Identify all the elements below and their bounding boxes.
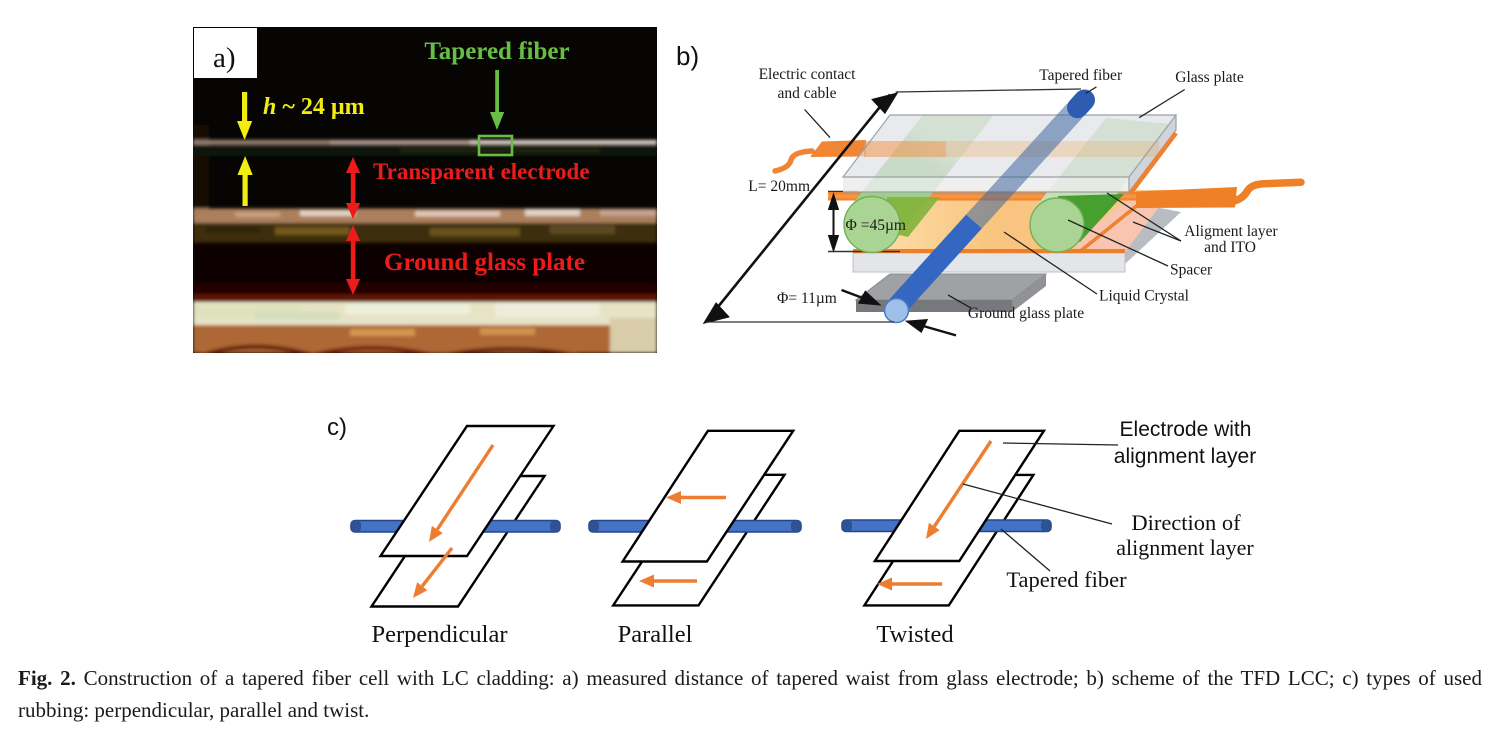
svg-text:Ground glass plate: Ground glass plate xyxy=(384,249,585,276)
svg-text:alignment layer: alignment layer xyxy=(1114,445,1256,468)
svg-text:Parallel: Parallel xyxy=(618,621,693,648)
svg-text:Ground glass plate: Ground glass plate xyxy=(968,305,1084,322)
svg-text:c): c) xyxy=(327,414,347,441)
svg-text:Twisted: Twisted xyxy=(876,621,953,648)
svg-text:Electrode with: Electrode with xyxy=(1120,418,1252,441)
svg-text:Tapered fiber: Tapered fiber xyxy=(1039,67,1123,84)
svg-text:Direction of: Direction of xyxy=(1131,510,1241,535)
svg-text:Aligment layer: Aligment layer xyxy=(1184,223,1278,240)
svg-text:Perpendicular: Perpendicular xyxy=(371,621,507,648)
svg-text:Spacer: Spacer xyxy=(1170,262,1213,279)
svg-text:alignment layer: alignment layer xyxy=(1116,535,1254,560)
svg-text:Tapered fiber: Tapered fiber xyxy=(1006,567,1127,592)
svg-text:Glass plate: Glass plate xyxy=(1175,69,1244,86)
svg-text:Electric contact: Electric contact xyxy=(759,66,857,83)
svg-text:Tapered fiber: Tapered fiber xyxy=(424,38,569,65)
svg-text:Liquid Crystal: Liquid Crystal xyxy=(1099,288,1189,305)
svg-text:b): b) xyxy=(676,41,699,71)
svg-text:h ~ 24 µm: h ~ 24 µm xyxy=(263,94,365,120)
svg-text:a): a) xyxy=(213,42,236,74)
svg-text:L= 20mm: L= 20mm xyxy=(748,178,810,195)
svg-text:Transparent electrode: Transparent electrode xyxy=(373,159,590,184)
svg-text:Φ =45µm: Φ =45µm xyxy=(846,217,906,234)
svg-text:Φ= 11µm: Φ= 11µm xyxy=(777,290,837,307)
svg-text:and ITO: and ITO xyxy=(1204,239,1256,256)
svg-text:and cable: and cable xyxy=(778,85,837,102)
